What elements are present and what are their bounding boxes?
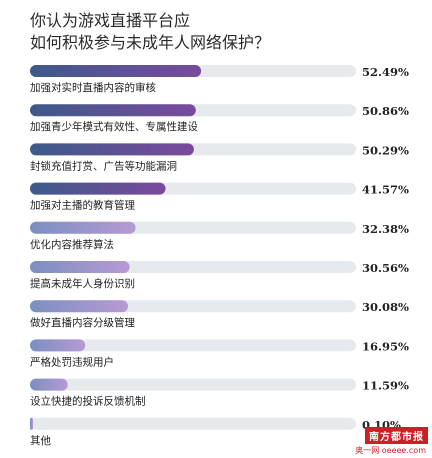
bar-row: 50.29% 封锁充值打赏、广告等功能漏洞 bbox=[30, 143, 409, 172]
data-label: 30.08% bbox=[362, 300, 409, 314]
bar-row: 52.49% 加强对实时直播内容的审核 bbox=[30, 65, 409, 94]
chart-title-line-2: 如何积极参与未成年人网络保护？ bbox=[30, 33, 271, 52]
bar bbox=[30, 143, 194, 156]
data-label: 32.38% bbox=[362, 222, 409, 236]
category-label: 严格处罚违规用户 bbox=[30, 355, 114, 368]
bar-track bbox=[30, 417, 356, 430]
bar-row: 41.57% 加强对主播的教育管理 bbox=[30, 182, 409, 212]
bar-row: 30.56% 提高未成年人身份识别 bbox=[30, 261, 409, 290]
data-label: 41.57% bbox=[362, 183, 409, 197]
category-label: 加强对实时直播内容的审核 bbox=[30, 81, 156, 94]
category-label: 设立快捷的投诉反馈机制 bbox=[30, 395, 146, 408]
bar-row: 32.38% 优化内容推荐算法 bbox=[30, 221, 409, 251]
bar bbox=[30, 417, 33, 430]
category-label: 优化内容推荐算法 bbox=[30, 238, 114, 251]
category-label: 封锁充值打赏、广告等功能漏洞 bbox=[30, 159, 177, 172]
bar bbox=[30, 261, 130, 273]
bar bbox=[30, 339, 86, 352]
website-credit: 奥一网 oeeee.com bbox=[355, 446, 426, 455]
data-label: 16.95% bbox=[362, 339, 409, 353]
chart-title: 你认为游戏直播平台应 如何积极参与未成年人网络保护？ bbox=[30, 10, 270, 54]
category-label: 做好直播内容分级管理 bbox=[30, 316, 135, 329]
data-label: 11.59% bbox=[362, 379, 409, 393]
bar-row: 16.95% 严格处罚违规用户 bbox=[30, 339, 409, 368]
bar-row: 50.86% 加强青少年模式有效性、专属性建设 bbox=[30, 104, 409, 133]
bar bbox=[30, 104, 196, 117]
bar bbox=[30, 378, 68, 391]
bar bbox=[30, 300, 129, 313]
data-label: 30.56% bbox=[362, 261, 409, 275]
category-label: 其他 bbox=[30, 434, 51, 447]
bar-track bbox=[30, 339, 356, 352]
category-label: 提高未成年人身份识别 bbox=[30, 277, 135, 290]
bar-row: 0.10%其他 bbox=[30, 417, 401, 447]
bar-row: 30.08% 做好直播内容分级管理 bbox=[30, 300, 409, 329]
bar bbox=[30, 65, 202, 77]
bar-track bbox=[30, 378, 356, 391]
category-label: 加强青少年模式有效性、专属性建设 bbox=[30, 120, 198, 133]
bar-row: 11.59% 设立快捷的投诉反馈机制 bbox=[30, 378, 409, 408]
newspaper-logo: 南方都市报 bbox=[365, 427, 428, 444]
category-label: 加强对主播的教育管理 bbox=[30, 199, 135, 212]
bar bbox=[30, 221, 136, 234]
chart-title-line-1: 你认为游戏直播平台应 bbox=[30, 11, 191, 30]
data-label: 50.86% bbox=[362, 104, 409, 118]
data-label: 52.49% bbox=[362, 65, 409, 79]
bar bbox=[30, 182, 166, 195]
data-label: 50.29% bbox=[362, 143, 409, 157]
